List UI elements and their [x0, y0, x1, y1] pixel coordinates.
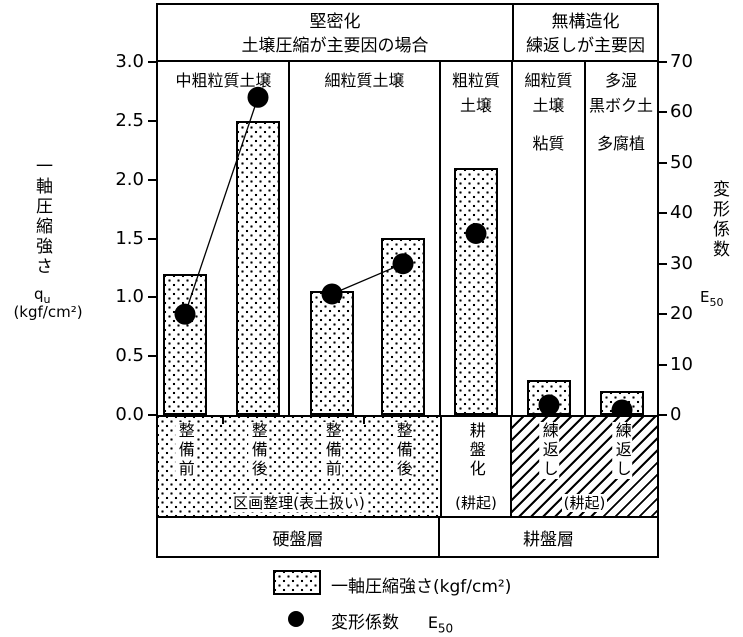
- band-consolidation-pattern: [158, 417, 440, 516]
- treatment-label: 区画整理(表土扱い): [231, 494, 367, 512]
- category-label: 練返し: [612, 422, 632, 479]
- bar: [236, 121, 280, 415]
- category-label: 耕盤化: [466, 422, 486, 479]
- right-axis-symbol: E50: [700, 288, 724, 309]
- header-compaction-line1: 堅密化: [309, 11, 361, 32]
- bar: [310, 291, 354, 415]
- group2-center-tick: [363, 417, 365, 424]
- right-tick-label: 60: [670, 101, 693, 123]
- right-tick-label: 20: [670, 303, 693, 325]
- category-label: 整備前: [322, 422, 342, 479]
- group-label-line: 多湿: [604, 71, 638, 90]
- right-tick-label: 70: [670, 51, 693, 72]
- legend-bar-label: 一軸圧縮強さ(kgf/cm²): [331, 577, 512, 597]
- header-destructuring-line1: 無構造化: [551, 11, 620, 32]
- group-divider: [511, 62, 513, 415]
- bar: [163, 274, 207, 415]
- group-label: 細粒質 土壌 粘質: [524, 68, 572, 156]
- left-tick: [148, 237, 158, 240]
- group-label-line: 細粒質: [524, 71, 573, 90]
- group-label-line: 土壌: [459, 96, 493, 115]
- group-label: 多湿 黒ボク土 多腐植: [589, 68, 653, 156]
- left-tick-label: 1.0: [115, 286, 144, 308]
- right-tick: [657, 363, 667, 366]
- group-label-line: 粘質: [532, 134, 565, 153]
- header-destructuring: 無構造化 練返しが主要因: [512, 3, 659, 64]
- left-tick-label: 2.0: [115, 168, 144, 190]
- right-tick: [657, 212, 667, 215]
- left-tick: [148, 355, 158, 358]
- left-axis-symbol: qu: [34, 285, 51, 306]
- header-compaction-line2: 土壌圧縮が主要因の場合: [241, 35, 429, 56]
- header-destructuring-line2: 練返しが主要因: [526, 35, 645, 56]
- scatter-dot: [538, 394, 560, 416]
- right-tick-label: 40: [670, 202, 693, 224]
- tillage-sub-label: (耕起): [453, 494, 499, 512]
- right-tick: [657, 414, 667, 416]
- right-axis-title: 変形係数: [709, 180, 729, 260]
- right-tick: [657, 111, 667, 114]
- header-compaction: 堅密化 土壌圧縮が主要因の場合: [156, 3, 514, 64]
- category-band: 整備前 整備後 整備前 整備後 耕盤化 練返し 練返し 区画整理(表土扱い) (耕起) (耕…: [156, 417, 659, 518]
- group-label-line: 多腐植: [596, 134, 646, 153]
- group-label: 細粒質土壌: [324, 68, 404, 93]
- group-label-line: 細粒質土壌: [324, 71, 405, 90]
- right-tick-label: 50: [670, 151, 693, 173]
- left-axis-title: 一軸圧縮強さ: [32, 157, 52, 277]
- group-label-line: 粗粒質: [451, 71, 501, 90]
- scatter-overlay: [174, 86, 633, 421]
- legend-dot-marker: [288, 611, 304, 627]
- group-label: 粗粒質 土壌: [452, 68, 500, 118]
- group-divider: [288, 62, 290, 415]
- right-tick-label: 10: [670, 353, 693, 375]
- right-tick-label: 30: [670, 252, 693, 274]
- left-tick: [148, 414, 158, 416]
- group-label-line: 土壌: [532, 96, 565, 115]
- left-tick-label: 3.0: [115, 51, 144, 72]
- kneading-sub-label: (耕起): [561, 494, 608, 512]
- group-divider: [584, 62, 586, 415]
- scatter-dot: [247, 86, 269, 108]
- left-tick: [148, 296, 158, 299]
- bar: [454, 168, 498, 415]
- category-label: 整備後: [393, 422, 413, 479]
- right-tick-label: 0: [670, 404, 682, 425]
- right-tick: [657, 61, 667, 63]
- connector-line: [331, 263, 404, 295]
- left-tick-label: 2.5: [115, 109, 144, 131]
- legend-dot-label: 変形係数 E50: [331, 613, 454, 636]
- category-label: 整備後: [248, 422, 268, 479]
- left-tick: [148, 61, 158, 63]
- layer-plowpan: 耕盤層: [523, 529, 574, 550]
- scatter-dot: [392, 253, 414, 275]
- group1-center-tick: [222, 417, 224, 424]
- layer-row: 硬盤層 耕盤層: [156, 518, 659, 558]
- right-tick: [657, 262, 667, 265]
- legend-bar-swatch: [273, 570, 321, 595]
- connector-line: [184, 97, 259, 315]
- left-axis-unit: (kgf/cm²): [13, 303, 83, 321]
- group-divider: [439, 62, 441, 415]
- scatter-dot: [465, 222, 487, 244]
- scatter-dot: [174, 303, 196, 325]
- group-label: 中粗粒質土壌: [175, 68, 271, 93]
- right-tick: [657, 161, 667, 164]
- plot-area: 中粗粒質土壌 細粒質土壌 粗粒質 土壌 細粒質 土壌 粘質 多湿 黒ボク土 多腐植: [156, 60, 659, 421]
- group-label-line: 黒ボク土: [588, 96, 654, 115]
- right-tick: [657, 313, 667, 316]
- group-label-line: 中粗粒質土壌: [175, 71, 272, 90]
- scatter-dot: [611, 399, 633, 421]
- left-tick-label: 1.5: [115, 227, 144, 249]
- left-tick-label: 0.5: [115, 345, 144, 367]
- left-tick: [148, 178, 158, 181]
- layer-hardpan: 硬盤層: [158, 518, 440, 556]
- scatter-dot: [321, 283, 343, 305]
- category-label: 練返し: [539, 422, 559, 479]
- left-tick-label: 0.0: [115, 404, 144, 425]
- category-label: 整備前: [175, 422, 195, 479]
- left-tick: [148, 119, 158, 122]
